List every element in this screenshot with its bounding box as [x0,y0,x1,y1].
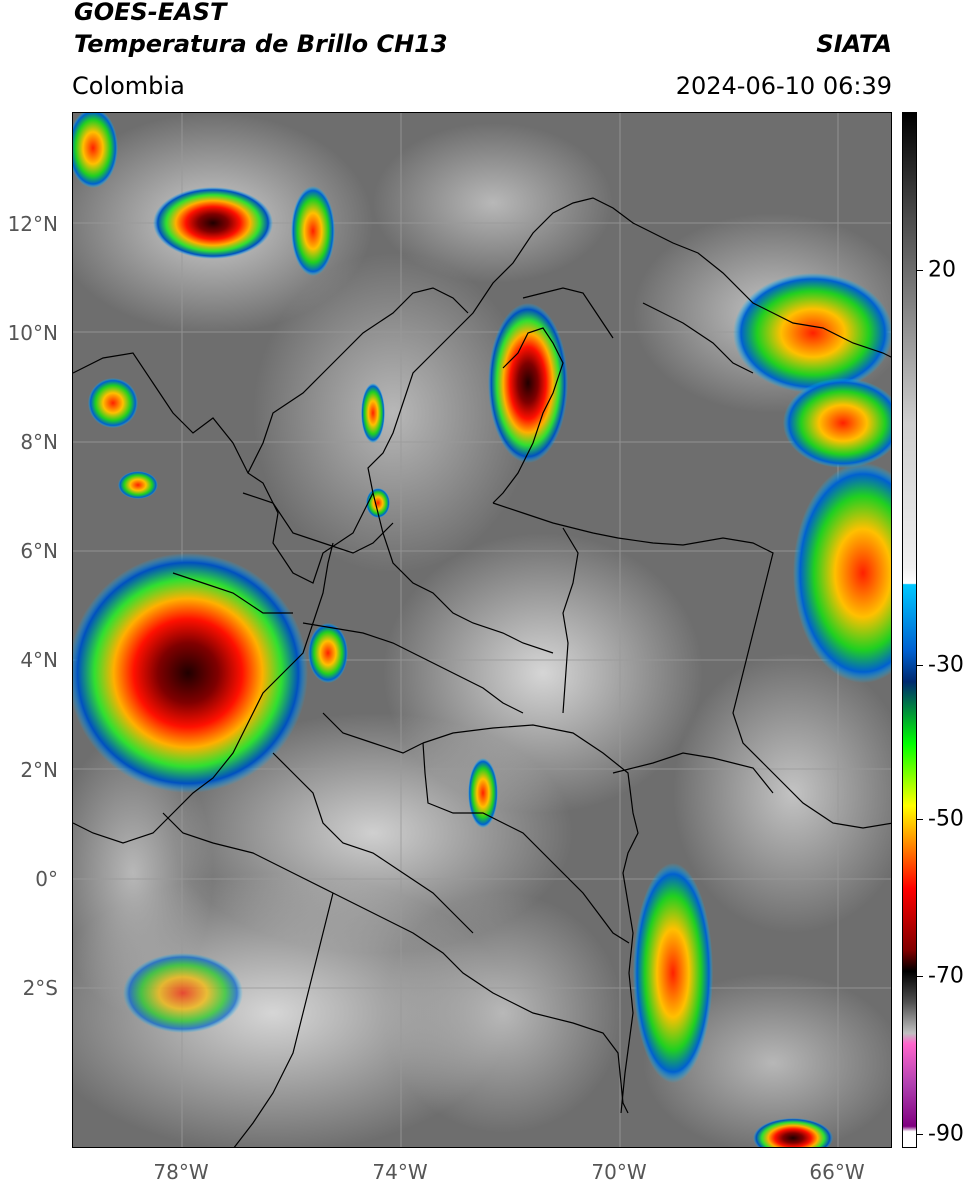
region-label: Colombia [72,72,185,100]
satellite-map[interactable] [72,112,892,1148]
lat-label-8n: 8°N [20,430,58,454]
colorbar-tick-neg50 [917,819,923,820]
lat-label-6n: 6°N [20,539,58,563]
lat-label-2n: 2°N [20,758,58,782]
brand-label: SIATA [816,30,892,58]
lon-label-78w: 78°W [153,1160,209,1184]
lat-label-4n: 4°N [20,648,58,672]
colorbar-label-neg30: -30 [928,652,964,678]
lat-label-12n: 12°N [7,212,58,236]
map-canvas [73,113,891,1147]
colorbar-label-neg70: -70 [928,963,964,989]
product-title: Temperatura de Brillo CH13 [74,30,448,58]
lat-label-10n: 10°N [7,321,58,345]
colorbar-label-20: 20 [928,257,956,283]
lat-label-2s: 2°S [22,976,58,1000]
colorbar-tick-neg30 [917,665,923,666]
lat-label-0: 0° [35,867,58,891]
colorbar-label-neg50: -50 [928,806,964,832]
colorbar-tick-neg90 [917,1134,923,1135]
colorbar-tick-neg70 [917,976,923,977]
colorbar-label-neg90: -90 [928,1121,964,1147]
satellite-title: GOES-EAST [74,0,227,26]
timestamp-label: 2024-06-10 06:39 [675,72,892,100]
lon-label-70w: 70°W [591,1160,647,1184]
colorbar-tick-20 [917,270,923,271]
lon-label-66w: 66°W [809,1160,865,1184]
lon-label-74w: 74°W [372,1160,428,1184]
colorbar [902,112,917,1148]
